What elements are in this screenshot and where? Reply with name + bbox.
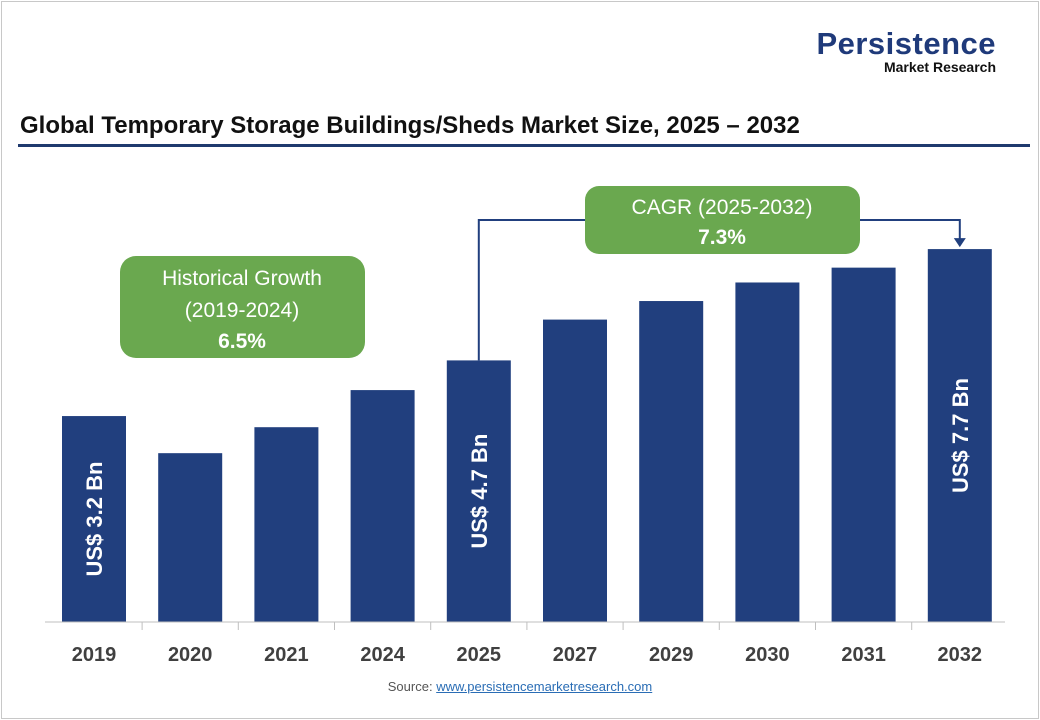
bar-2032 bbox=[927, 249, 992, 622]
data-label-2025: US$ 4.7 Bn bbox=[467, 434, 492, 549]
logo: Persistence Market Research bbox=[816, 26, 996, 75]
bar-2020 bbox=[158, 453, 223, 622]
bar-2031 bbox=[831, 267, 896, 622]
cagr-connector bbox=[477, 219, 585, 361]
x-tick-2029: 2029 bbox=[649, 644, 694, 666]
data-label-2019: US$ 3.2 Bn bbox=[82, 462, 107, 577]
source-label: Source: bbox=[387, 679, 433, 694]
x-tick-2031: 2031 bbox=[841, 644, 886, 666]
cagr-connector-right bbox=[860, 219, 961, 241]
arrow-head-icon bbox=[953, 238, 966, 248]
x-tick-2019: 2019 bbox=[72, 644, 117, 666]
historical-callout-value: 6.5% bbox=[218, 330, 266, 353]
historical-callout-line2: (2019-2024) bbox=[185, 299, 299, 322]
x-tick-2027: 2027 bbox=[553, 644, 598, 666]
bar-2025 bbox=[446, 360, 511, 622]
cagr-callout-line1: CAGR (2025-2032) bbox=[632, 196, 813, 219]
source-note: Source: www.persistencemarketresearch.co… bbox=[0, 679, 1040, 694]
source-link[interactable]: www.persistencemarketresearch.com bbox=[436, 679, 653, 694]
bar-2029 bbox=[639, 301, 704, 622]
bar-2021 bbox=[254, 427, 319, 622]
logo-line2: Market Research bbox=[883, 59, 996, 75]
historical-callout: Historical Growth (2019-2024) 6.5% bbox=[120, 256, 365, 358]
x-tick-2025: 2025 bbox=[457, 644, 502, 666]
x-tick-2021: 2021 bbox=[264, 644, 309, 666]
historical-callout-line1: Historical Growth bbox=[162, 267, 322, 290]
logo-line1: Persistence bbox=[816, 26, 996, 61]
x-tick-2032: 2032 bbox=[938, 644, 983, 666]
cagr-callout: CAGR (2025-2032) 7.3% bbox=[585, 186, 860, 254]
cagr-callout-value: 7.3% bbox=[698, 226, 746, 249]
bar-2030 bbox=[735, 282, 800, 622]
x-tick-2030: 2030 bbox=[745, 644, 790, 666]
chart-title: Global Temporary Storage Buildings/Sheds… bbox=[20, 112, 800, 139]
title-divider bbox=[18, 144, 1030, 147]
bar-2027 bbox=[543, 319, 607, 622]
bar-2019 bbox=[62, 416, 126, 622]
data-label-2032: US$ 7.7 Bn bbox=[948, 378, 973, 493]
bar-2024 bbox=[350, 390, 415, 622]
x-tick-2024: 2024 bbox=[360, 644, 405, 666]
x-tick-2020: 2020 bbox=[168, 644, 213, 666]
